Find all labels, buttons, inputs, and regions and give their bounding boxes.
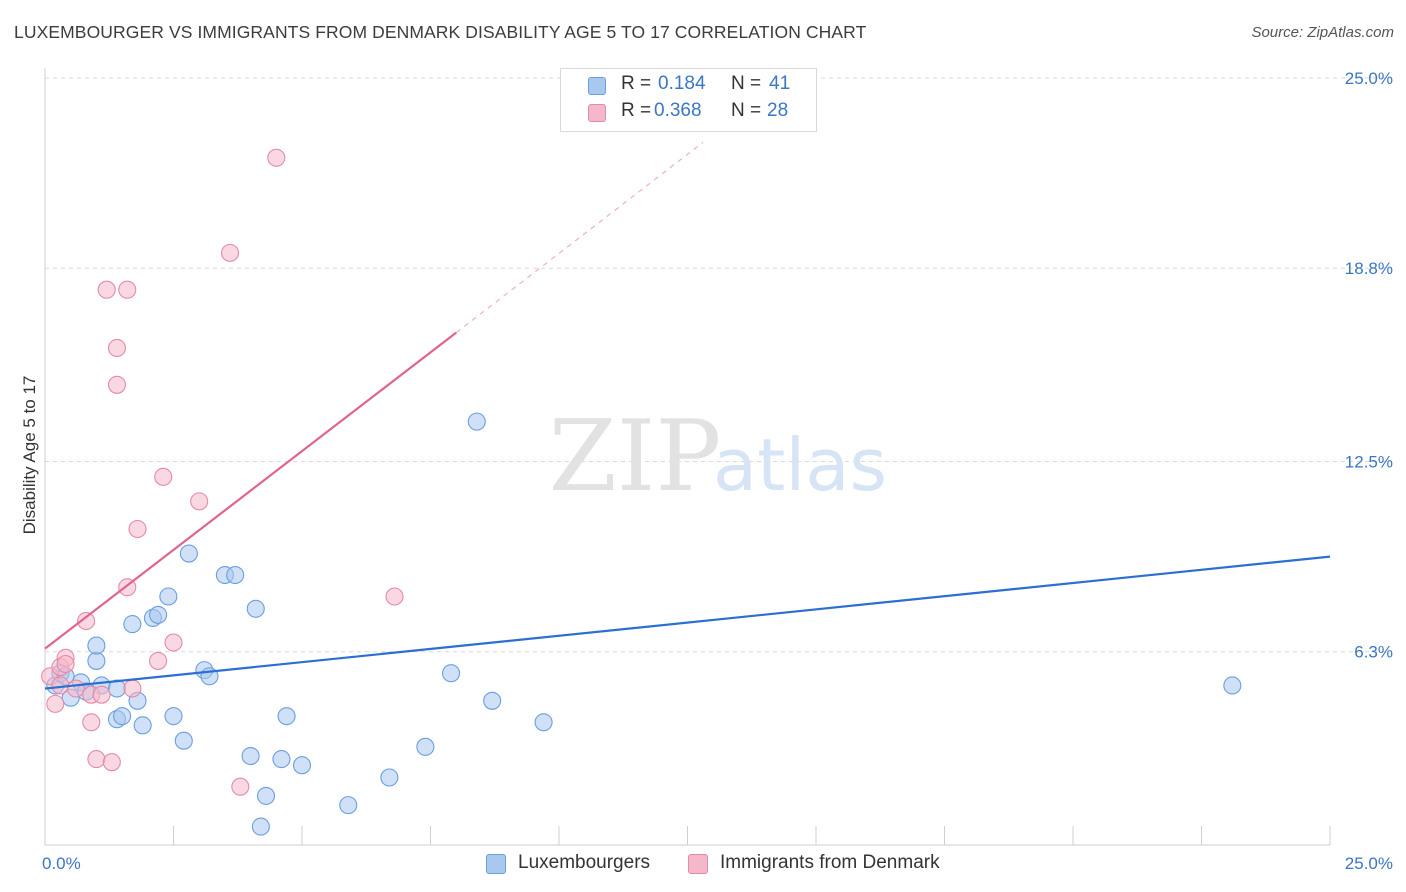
- watermark-zip: ZIP: [549, 400, 722, 514]
- data-point: [277, 707, 296, 726]
- data-point: [164, 633, 183, 652]
- y-tick-label: 6.3%: [1354, 643, 1393, 662]
- data-point: [272, 750, 291, 769]
- chart-title: LUXEMBOURGER VS IMMIGRANTS FROM DENMARK …: [14, 22, 867, 42]
- trend-line: [44, 331, 457, 650]
- legend-n-value: 28: [767, 100, 789, 121]
- legend-r-value: 0.368: [654, 100, 702, 121]
- y-axis-title: Disability Age 5 to 17: [20, 376, 39, 535]
- data-point: [1223, 676, 1242, 695]
- data-point: [179, 544, 198, 563]
- data-point: [133, 716, 152, 735]
- data-point: [46, 694, 65, 713]
- data-point: [87, 651, 106, 670]
- watermark: ZIP atlas: [549, 400, 887, 514]
- data-point: [113, 707, 132, 726]
- data-point: [149, 651, 168, 670]
- trend-line: [44, 555, 1331, 690]
- legend-r-label: R =: [621, 100, 652, 121]
- trend-line-extension: [455, 141, 704, 334]
- data-point: [267, 148, 286, 167]
- legend-swatch-pink: [688, 854, 708, 874]
- data-point: [66, 679, 85, 698]
- data-point: [164, 707, 183, 726]
- data-point: [251, 817, 270, 836]
- legend-label: Immigrants from Denmark: [720, 852, 940, 873]
- grid-lines: [45, 77, 1392, 653]
- legend-swatch-pink: [588, 104, 606, 122]
- data-point: [220, 243, 240, 262]
- legend-swatch-blue: [588, 77, 606, 95]
- data-point: [87, 636, 106, 655]
- data-point: [292, 756, 312, 775]
- data-point: [483, 691, 502, 710]
- y-tick-label: 18.8%: [1345, 259, 1393, 278]
- x-tick-label: 25.0%: [1345, 854, 1393, 873]
- y-tick-label: 25.0%: [1345, 69, 1393, 88]
- data-point: [107, 338, 127, 358]
- legend-label: Luxembourgers: [518, 852, 651, 873]
- data-point: [56, 654, 75, 674]
- legend-r-value: 0.184: [658, 73, 706, 94]
- legend-r-label: R =: [621, 73, 652, 94]
- series-immigrants-denmark: [41, 148, 404, 796]
- data-point: [82, 713, 101, 732]
- legend-n-label: N =: [731, 73, 762, 94]
- data-point: [118, 280, 137, 299]
- data-point: [467, 412, 486, 431]
- data-point: [123, 679, 142, 698]
- data-point: [385, 587, 404, 606]
- data-point: [92, 685, 111, 704]
- data-point: [416, 737, 435, 756]
- data-point: [174, 731, 193, 750]
- legend-n-label: N =: [731, 100, 762, 121]
- data-point: [534, 713, 553, 732]
- data-point: [380, 768, 399, 787]
- data-point: [226, 565, 245, 585]
- legend-swatch-blue: [486, 854, 506, 874]
- data-point: [123, 615, 142, 634]
- x-tick-label: 0.0%: [42, 854, 81, 873]
- data-point: [107, 375, 127, 394]
- data-point: [87, 750, 106, 769]
- axes: [44, 68, 1331, 846]
- x-tick-labels: 0.0% 25.0%: [42, 854, 1393, 873]
- data-point: [128, 519, 147, 539]
- watermark-atlas: atlas: [713, 423, 887, 507]
- data-point: [77, 611, 96, 631]
- correlation-legend: R = 0.184 N = 41 R = 0.368 N = 28: [560, 68, 817, 132]
- data-point: [246, 599, 265, 618]
- y-tick-label: 12.5%: [1345, 453, 1393, 472]
- data-point: [231, 777, 250, 796]
- data-point: [159, 587, 178, 606]
- y-tick-labels: 6.3% 12.5% 18.8% 25.0%: [1345, 69, 1393, 662]
- data-point: [339, 796, 358, 815]
- data-point: [190, 492, 209, 511]
- trend-lines: [44, 141, 1331, 690]
- legend-n-value: 41: [769, 73, 791, 94]
- data-point: [149, 605, 168, 624]
- data-point: [241, 746, 260, 766]
- data-point: [442, 664, 461, 683]
- data-point: [256, 786, 276, 805]
- data-point: [154, 467, 173, 486]
- data-point: [97, 280, 116, 299]
- source-label: Source: ZipAtlas.com: [1251, 24, 1394, 41]
- data-point: [102, 753, 121, 772]
